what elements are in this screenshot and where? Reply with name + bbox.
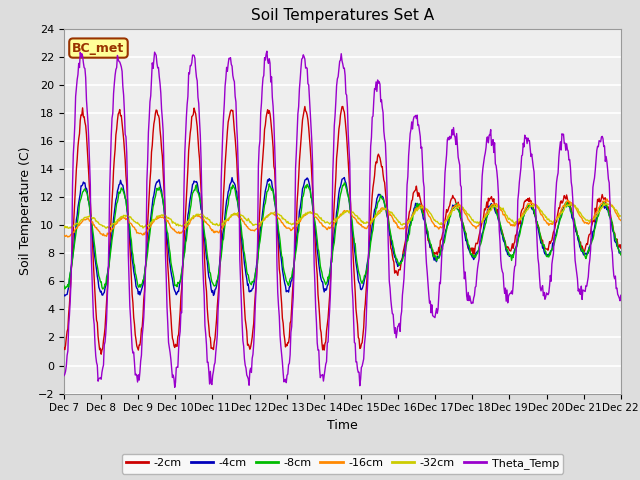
Title: Soil Temperatures Set A: Soil Temperatures Set A xyxy=(251,9,434,24)
X-axis label: Time: Time xyxy=(327,419,358,432)
Text: BC_met: BC_met xyxy=(72,42,125,55)
Y-axis label: Soil Temperature (C): Soil Temperature (C) xyxy=(19,147,32,276)
Legend: -2cm, -4cm, -8cm, -16cm, -32cm, Theta_Temp: -2cm, -4cm, -8cm, -16cm, -32cm, Theta_Te… xyxy=(122,454,563,474)
